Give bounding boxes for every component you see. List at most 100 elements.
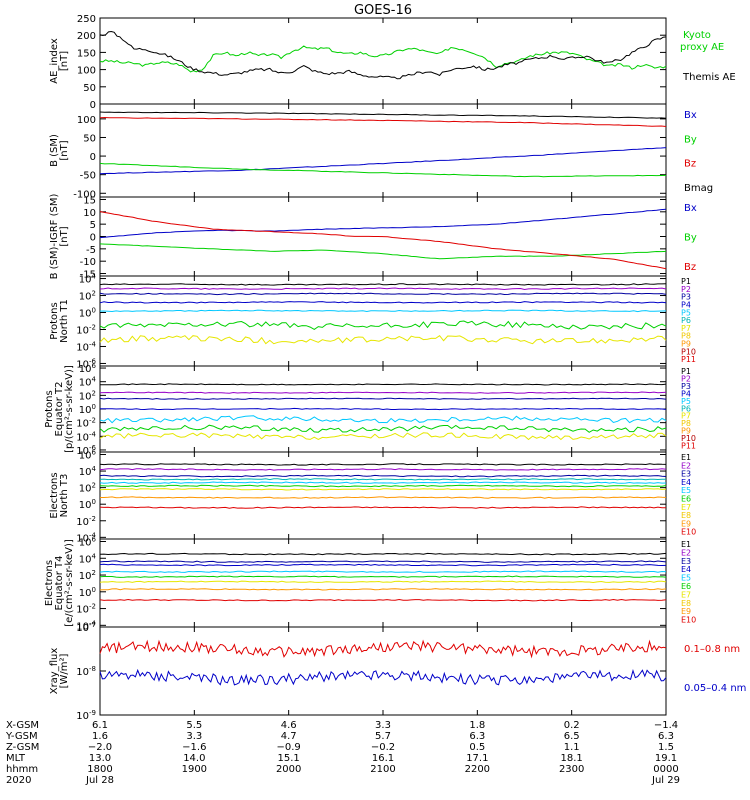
channel-label: E9 bbox=[681, 519, 691, 528]
plot-title: GOES-16 bbox=[354, 3, 412, 18]
series-line-e8 bbox=[100, 496, 667, 499]
y-tick-label: 102 bbox=[79, 482, 96, 495]
panel-bsm: -100 -50 0 50 100 B (SM) [nT] Bx By Bz Bmag bbox=[49, 103, 713, 200]
x-cell: −0.9 bbox=[277, 742, 301, 753]
channel-label: E3 bbox=[681, 557, 691, 566]
legend-0-05-0-4-nm: 0.05–0.4 nm bbox=[684, 683, 746, 694]
y-tick-label: 104 bbox=[79, 465, 97, 478]
y-tick-label: 100 bbox=[77, 115, 96, 126]
legend-bx: Bx bbox=[684, 110, 697, 121]
x-cell: 16.1 bbox=[372, 753, 394, 764]
channel-label: P1 bbox=[681, 367, 691, 376]
channel-label: P8 bbox=[681, 419, 691, 428]
series-line-p1 bbox=[100, 383, 667, 386]
y-tick-label: 150 bbox=[77, 48, 96, 59]
x-cell: 4.6 bbox=[281, 720, 297, 731]
series-line-p3 bbox=[99, 397, 667, 400]
y-axis-label: [p/(cm²-s-sr-keV)] bbox=[64, 365, 75, 453]
series-line-p6 bbox=[99, 320, 667, 330]
y-tick-label: 10-7 bbox=[76, 621, 96, 634]
y-axis-label: Equator T4 bbox=[54, 556, 65, 611]
channel-label: P11 bbox=[681, 355, 696, 364]
series-line-e6 bbox=[99, 484, 667, 488]
y-tick-label: 10-8 bbox=[76, 665, 96, 678]
series-line-p5 bbox=[99, 415, 667, 424]
x-cell: 0000 bbox=[653, 764, 678, 775]
x-cell: Jul 29 bbox=[651, 775, 680, 786]
y-tick-label: 100 bbox=[79, 307, 96, 320]
channel-label: E6 bbox=[681, 582, 691, 591]
y-axis-label: Protons bbox=[44, 390, 55, 427]
series-line-e5 bbox=[99, 575, 667, 578]
y-axis-label: Xray_flux bbox=[49, 648, 60, 695]
y-tick-label: 10-4 bbox=[76, 430, 96, 443]
y-tick-label: 10-2 bbox=[76, 603, 96, 616]
x-cell: 2200 bbox=[465, 764, 490, 775]
series-line-p5 bbox=[99, 309, 667, 313]
x-row-label: X-GSM bbox=[6, 720, 39, 731]
series-line-bx bbox=[99, 147, 667, 175]
y-tick-label: 0 bbox=[90, 100, 96, 111]
x-cell: −1.4 bbox=[654, 720, 678, 731]
x-cell: 2300 bbox=[559, 764, 584, 775]
series-line-p6 bbox=[99, 424, 667, 433]
y-tick-label: -5 bbox=[86, 245, 96, 256]
y-tick-label: 100 bbox=[79, 498, 96, 511]
x-cell: 15.1 bbox=[278, 753, 300, 764]
channel-label: P10 bbox=[681, 434, 696, 443]
series-line-p3 bbox=[99, 292, 667, 296]
channel-label: E2 bbox=[681, 548, 691, 557]
x-cell: 6.3 bbox=[469, 731, 485, 742]
y-tick-label: -50 bbox=[80, 171, 96, 182]
y-tick-label: 106 bbox=[79, 362, 97, 375]
series-line-themis-ae bbox=[99, 30, 667, 80]
legend-bmag: Bmag bbox=[684, 183, 713, 194]
channel-label: E10 bbox=[681, 616, 696, 625]
legend-proxy-ae: proxy AE bbox=[680, 42, 724, 53]
channel-label: P5 bbox=[681, 397, 691, 406]
y-axis-label: North T3 bbox=[59, 474, 70, 518]
y-tick-label: 0 bbox=[90, 152, 96, 163]
series-line-bz bbox=[99, 116, 667, 127]
x-cell: 0.5 bbox=[469, 742, 485, 753]
x-cell: 17.1 bbox=[466, 753, 488, 764]
channel-label: P3 bbox=[681, 293, 691, 302]
channel-label: P5 bbox=[681, 308, 691, 317]
series-line-p2 bbox=[99, 287, 667, 291]
series-line-e2 bbox=[99, 560, 667, 563]
y-tick-label: -10 bbox=[80, 257, 96, 268]
legend-bz: Bz bbox=[684, 262, 696, 273]
y-axis-label: Electrons bbox=[49, 472, 60, 518]
channel-label: E1 bbox=[681, 540, 691, 549]
y-tick-label: 104 bbox=[79, 552, 97, 565]
x-cell: −2.0 bbox=[88, 742, 112, 753]
series-line-e4 bbox=[99, 570, 667, 573]
channel-label: E3 bbox=[681, 470, 691, 479]
series-line-0-05-0-4-nm bbox=[99, 668, 667, 686]
channel-label: P4 bbox=[681, 300, 691, 309]
series-line-p4 bbox=[99, 407, 667, 411]
channel-label: E4 bbox=[681, 478, 691, 487]
y-tick-label: 100 bbox=[79, 586, 96, 599]
y-axis-label: Electrons bbox=[44, 560, 55, 606]
x-row-label: Z-GSM bbox=[6, 742, 39, 753]
y-tick-label: 106 bbox=[79, 536, 97, 549]
panel-frame bbox=[99, 103, 667, 198]
y-tick-label: 104 bbox=[79, 273, 97, 286]
y-tick-label: 106 bbox=[79, 448, 97, 461]
series-line-e7 bbox=[99, 588, 667, 591]
y-axis-label: Equator T2 bbox=[54, 382, 65, 437]
x-cell: 2100 bbox=[370, 764, 395, 775]
channel-label: E5 bbox=[681, 486, 691, 495]
series-line-e7 bbox=[99, 488, 667, 491]
legend-bz: Bz bbox=[684, 159, 696, 170]
channel-label: P9 bbox=[681, 340, 691, 349]
x-cell: 6.3 bbox=[658, 731, 674, 742]
channel-label: E10 bbox=[681, 528, 696, 537]
y-tick-label: -15 bbox=[80, 270, 96, 281]
y-tick-label: 102 bbox=[79, 389, 96, 402]
